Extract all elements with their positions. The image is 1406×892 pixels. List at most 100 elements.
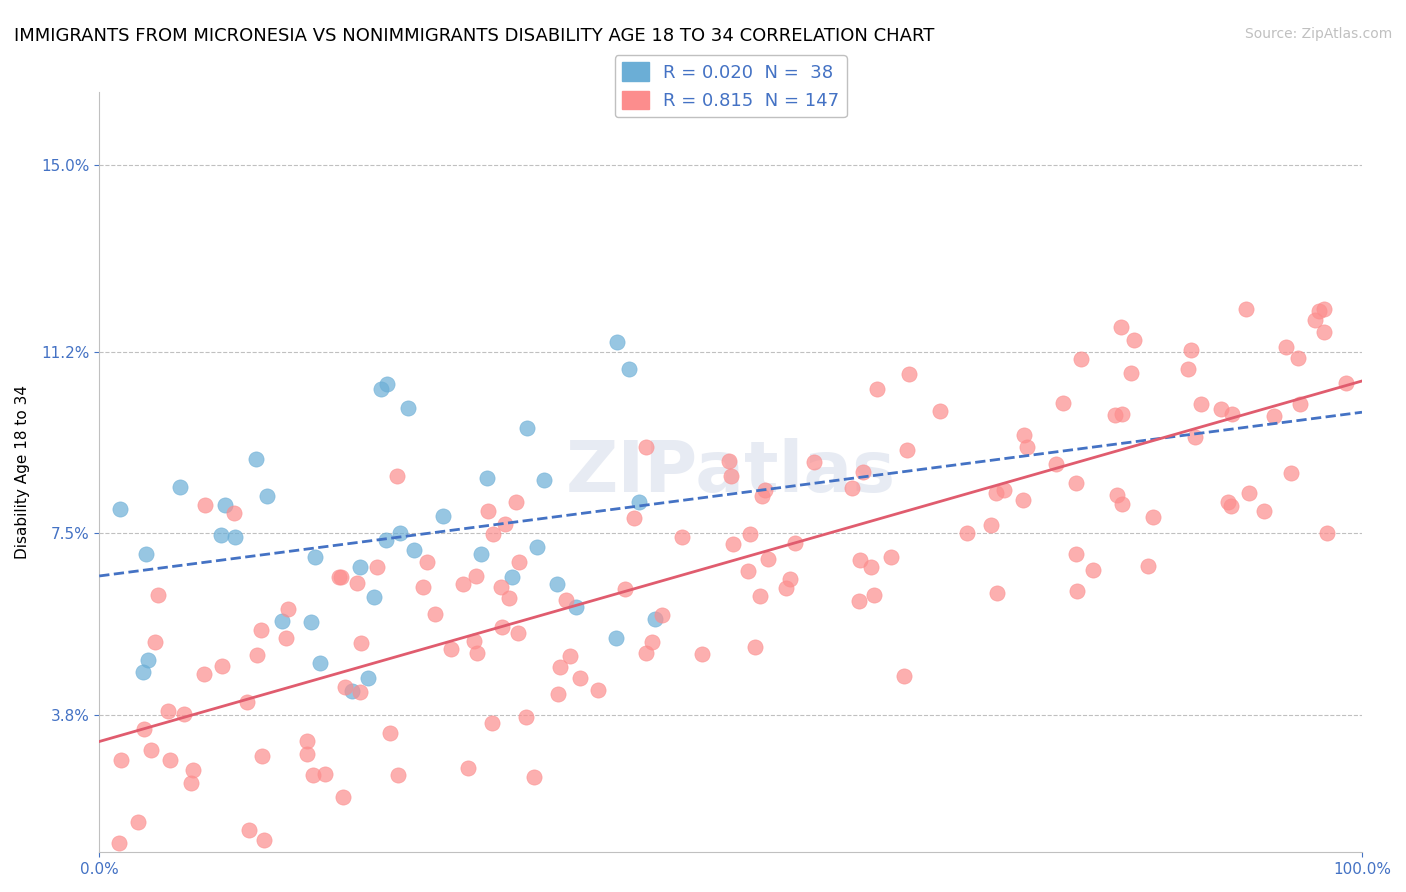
Point xyxy=(363,590,385,604)
Point xyxy=(1136,559,1159,574)
Point xyxy=(1313,325,1336,339)
Point xyxy=(548,660,571,674)
Point xyxy=(718,454,741,468)
Point xyxy=(302,768,325,782)
Point xyxy=(1236,301,1258,316)
Point xyxy=(378,726,401,740)
Point xyxy=(1083,563,1105,577)
Point xyxy=(558,649,581,664)
Point xyxy=(366,560,388,574)
Point xyxy=(110,753,132,767)
Point xyxy=(1209,402,1232,417)
Point xyxy=(470,547,492,561)
Point xyxy=(328,570,350,584)
Point xyxy=(181,763,204,777)
Point xyxy=(863,588,886,602)
Point xyxy=(131,665,153,680)
Point xyxy=(224,531,246,545)
Point xyxy=(1334,376,1357,390)
Point xyxy=(1308,304,1330,318)
Point xyxy=(1012,428,1035,442)
Point xyxy=(1015,440,1038,454)
Point xyxy=(1064,547,1087,561)
Point xyxy=(986,586,1008,600)
Point xyxy=(547,687,569,701)
Text: Source: ZipAtlas.com: Source: ZipAtlas.com xyxy=(1244,27,1392,41)
Point xyxy=(143,634,166,648)
Point xyxy=(357,671,380,685)
Point xyxy=(586,683,609,698)
Point xyxy=(256,489,278,503)
Point xyxy=(157,704,180,718)
Point xyxy=(956,525,979,540)
Point xyxy=(370,382,392,396)
Point xyxy=(744,640,766,654)
Point xyxy=(508,555,530,569)
Point xyxy=(897,368,920,382)
Point xyxy=(375,376,398,391)
Point xyxy=(1123,333,1146,347)
Point xyxy=(491,620,513,634)
Point xyxy=(546,576,568,591)
Point xyxy=(477,504,499,518)
Point xyxy=(271,614,294,628)
Point xyxy=(388,525,411,540)
Point xyxy=(1303,313,1326,327)
Point xyxy=(1237,486,1260,500)
Point xyxy=(209,528,232,542)
Point xyxy=(860,560,883,574)
Point xyxy=(276,631,298,645)
Point xyxy=(1316,525,1339,540)
Point xyxy=(489,580,512,594)
Point xyxy=(1070,352,1092,367)
Point xyxy=(501,570,523,584)
Point xyxy=(481,527,503,541)
Point xyxy=(754,483,776,497)
Point xyxy=(565,600,588,615)
Point xyxy=(375,533,398,547)
Point xyxy=(308,656,330,670)
Y-axis label: Disability Age 18 to 34: Disability Age 18 to 34 xyxy=(15,385,30,559)
Point xyxy=(197,855,219,869)
Point xyxy=(756,552,779,566)
Point xyxy=(849,552,872,566)
Point xyxy=(1045,457,1067,471)
Point xyxy=(340,684,363,698)
Point xyxy=(1121,367,1143,381)
Point xyxy=(1105,488,1128,502)
Point xyxy=(893,668,915,682)
Point xyxy=(505,495,527,509)
Point xyxy=(463,633,485,648)
Point xyxy=(173,706,195,721)
Point xyxy=(477,471,499,485)
Point xyxy=(1216,495,1239,509)
Point xyxy=(250,623,273,637)
Point xyxy=(1220,408,1243,422)
Point xyxy=(1111,407,1133,421)
Point xyxy=(333,680,356,694)
Point xyxy=(1289,397,1312,411)
Point xyxy=(720,469,742,483)
Point xyxy=(1064,475,1087,490)
Point xyxy=(299,615,322,629)
Point xyxy=(135,547,157,561)
Point xyxy=(605,631,627,645)
Point xyxy=(108,502,131,516)
Text: IMMIGRANTS FROM MICRONESIA VS NONIMMIGRANTS DISABILITY AGE 18 TO 34 CORRELATION : IMMIGRANTS FROM MICRONESIA VS NONIMMIGRA… xyxy=(14,27,935,45)
Point xyxy=(1286,351,1309,366)
Point xyxy=(617,362,640,376)
Point xyxy=(848,594,870,608)
Point xyxy=(159,753,181,767)
Point xyxy=(1253,504,1275,518)
Point xyxy=(1184,430,1206,444)
Point xyxy=(138,653,160,667)
Point xyxy=(628,495,651,509)
Point xyxy=(737,564,759,578)
Point xyxy=(803,455,825,469)
Point xyxy=(494,517,516,532)
Point xyxy=(606,335,628,350)
Point xyxy=(127,814,149,829)
Point xyxy=(304,549,326,564)
Point xyxy=(651,608,673,623)
Point xyxy=(775,582,797,596)
